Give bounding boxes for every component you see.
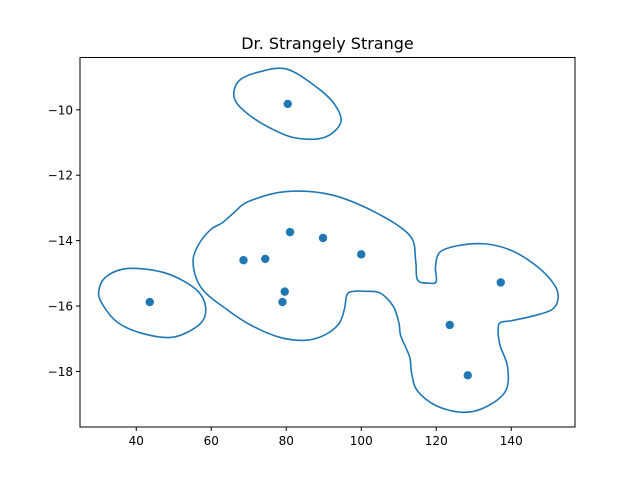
scatter-point-11 [445, 320, 454, 330]
plot-frame [79, 57, 576, 428]
y-tick-label: −14 [48, 234, 73, 248]
scatter-point-1 [283, 99, 292, 109]
contour-lines [97, 67, 559, 414]
y-tick-label: −10 [48, 103, 73, 117]
data-points [145, 99, 505, 380]
scatter-point-9 [145, 297, 154, 307]
scatter-point-3 [318, 233, 328, 243]
y-tick-label: −18 [48, 365, 73, 379]
y-axis: −10 −12 −14 −16 −18 [48, 103, 80, 379]
scatter-point-12 [463, 371, 472, 380]
y-tick-label: −12 [48, 169, 73, 183]
contour-top-loop [232, 67, 342, 141]
x-axis: 40 60 80 100 120 140 [129, 427, 523, 448]
chart-title: Dr. Strangely Strange [241, 34, 414, 53]
scatter-point-2 [285, 227, 295, 237]
contour-left-loop [97, 267, 207, 339]
scatter-point-6 [261, 254, 270, 264]
scatter-point-8 [278, 297, 287, 307]
x-tick-label: 100 [350, 434, 373, 448]
scatter-point-7 [280, 287, 289, 296]
x-tick-label: 40 [129, 434, 144, 448]
x-tick-label: 80 [279, 434, 294, 448]
y-tick-label: −16 [48, 300, 73, 314]
contour-large-loop [192, 190, 559, 414]
x-tick-label: 60 [204, 434, 219, 448]
scatter-point-5 [239, 256, 248, 265]
scatter-point-4 [357, 250, 366, 259]
scatter-point-10 [496, 278, 505, 287]
x-tick-label: 140 [500, 434, 523, 448]
x-tick-label: 120 [425, 434, 448, 448]
